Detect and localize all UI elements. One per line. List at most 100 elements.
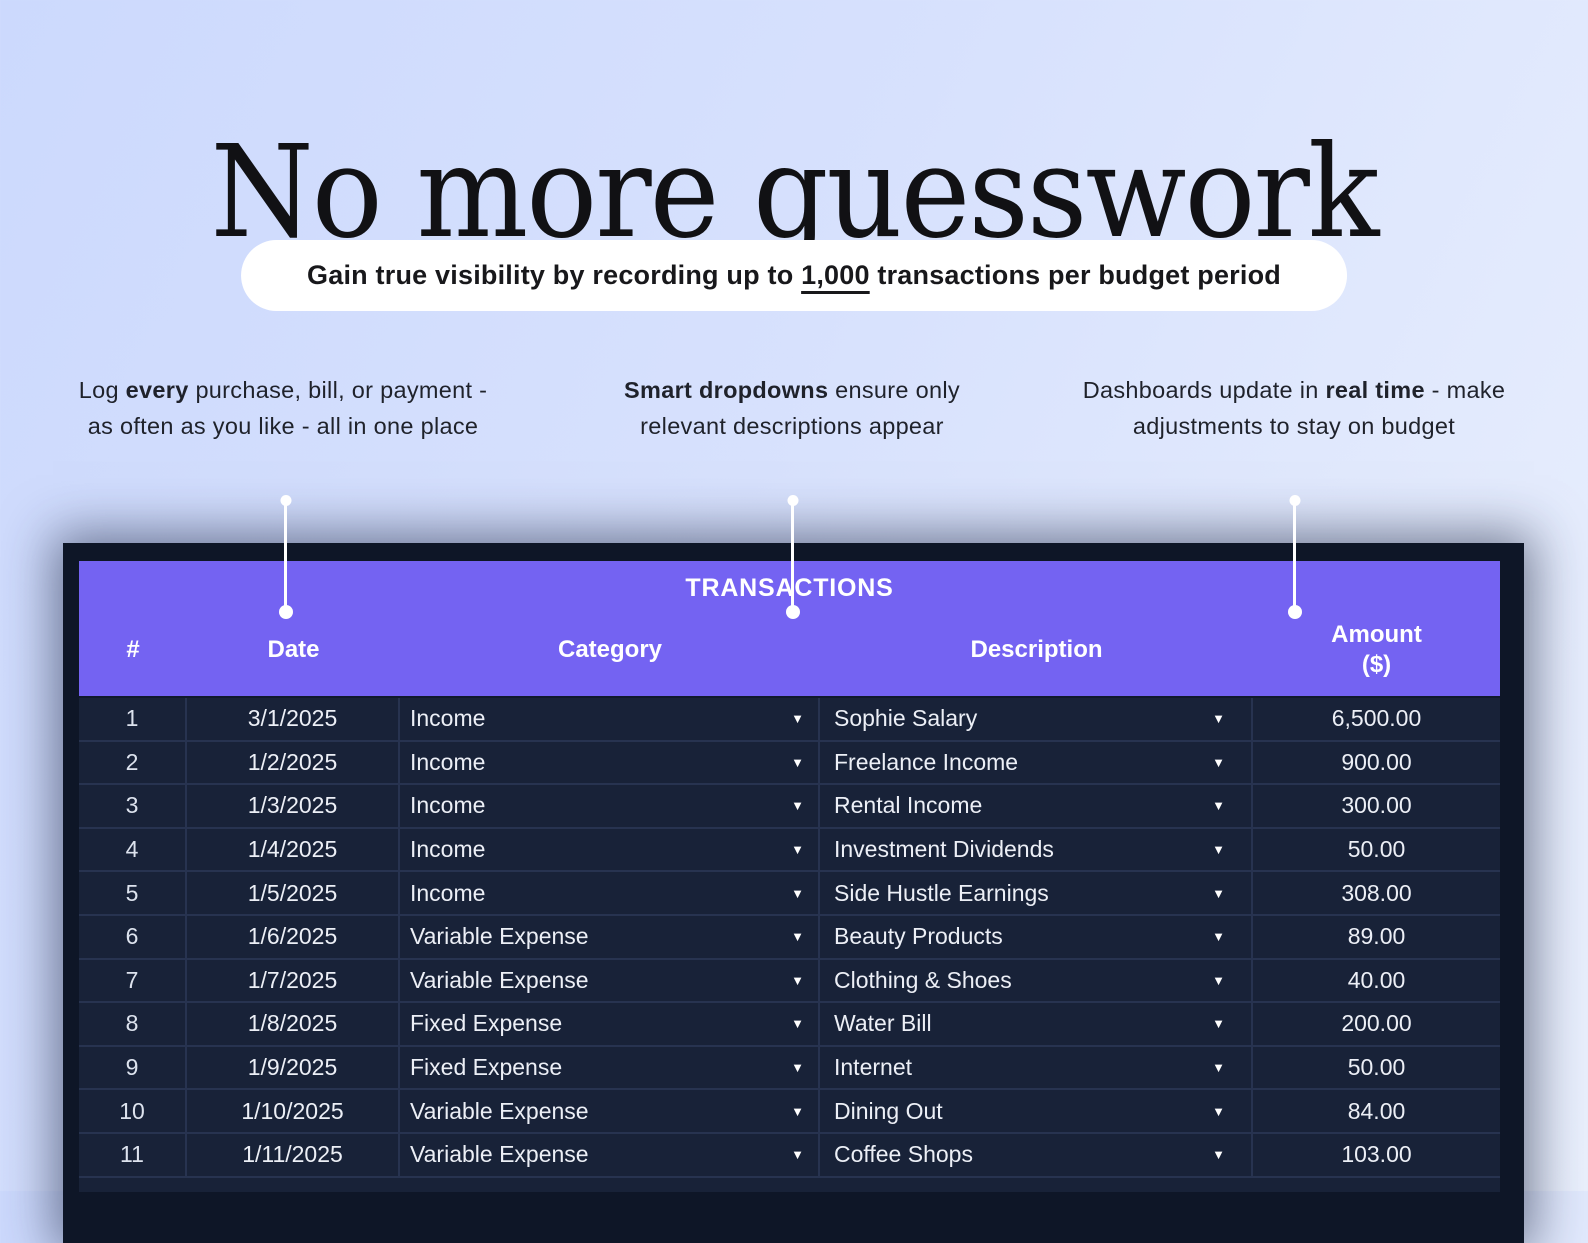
dropdown-arrow-icon[interactable]: ▼ (791, 798, 804, 814)
dropdown-arrow-icon[interactable]: ▼ (1212, 972, 1225, 988)
category-value: Income (410, 748, 486, 775)
table-row: 1 3/1/2025 Income ▼ Sophie Salary ▼ 6,500.00 (79, 696, 1500, 740)
dropdown-arrow-icon[interactable]: ▼ (1212, 1060, 1225, 1076)
column-header-description: Description (970, 635, 1103, 663)
category-dropdown[interactable]: Variable Expense ▼ (400, 1090, 820, 1132)
category-dropdown[interactable]: Fixed Expense ▼ (400, 1003, 820, 1045)
dropdown-arrow-icon[interactable]: ▼ (1212, 754, 1225, 770)
category-dropdown[interactable]: Variable Expense ▼ (400, 1133, 820, 1176)
dropdown-arrow-icon[interactable]: ▼ (791, 1060, 804, 1076)
dropdown-arrow-icon[interactable]: ▼ (791, 1147, 804, 1163)
amount-cell[interactable]: 89.00 (1347, 923, 1406, 950)
dropdown-arrow-icon[interactable]: ▼ (1212, 885, 1225, 901)
category-dropdown[interactable]: Income ▼ (400, 828, 820, 871)
description-value: Clothing & Shoes (834, 966, 1012, 993)
dropdown-arrow-icon[interactable]: ▼ (1212, 1016, 1225, 1032)
date-cell[interactable]: 1/11/2025 (187, 1133, 400, 1176)
date-cell[interactable]: 1/9/2025 (187, 1046, 400, 1089)
dropdown-arrow-icon[interactable]: ▼ (791, 711, 804, 727)
dropdown-arrow-icon[interactable]: ▼ (791, 885, 804, 901)
description-value: Internet (834, 1054, 912, 1081)
dropdown-arrow-icon[interactable]: ▼ (1212, 1103, 1225, 1119)
transactions-table: TRANSACTIONS # Date Category Description… (63, 543, 1524, 1243)
amount-cell[interactable]: 308.00 (1341, 879, 1412, 906)
date-cell[interactable]: 1/8/2025 (187, 1003, 400, 1045)
category-value: Variable Expense (410, 966, 589, 993)
category-dropdown[interactable]: Income ▼ (400, 785, 820, 827)
description-value: Sophie Salary (834, 705, 978, 732)
description-dropdown[interactable]: Rental Income ▼ (820, 785, 1253, 827)
category-value: Variable Expense (410, 1097, 589, 1124)
description-value: Dining Out (834, 1097, 943, 1124)
description-dropdown[interactable]: Freelance Income ▼ (820, 741, 1253, 784)
description-dropdown[interactable]: Investment Dividends ▼ (820, 828, 1253, 871)
amount-cell[interactable]: 300.00 (1341, 792, 1412, 819)
description-dropdown[interactable]: Sophie Salary ▼ (820, 698, 1253, 740)
column-header-amount-unit: ($) (1361, 650, 1392, 678)
row-number: 8 (79, 1003, 187, 1045)
category-value: Variable Expense (410, 923, 589, 950)
date-cell[interactable]: 1/5/2025 (187, 872, 400, 914)
table-title: TRANSACTIONS (685, 574, 894, 602)
dropdown-arrow-icon[interactable]: ▼ (1212, 929, 1225, 945)
row-number: 10 (79, 1090, 187, 1132)
column-header-category: Category (557, 635, 663, 663)
amount-cell[interactable]: 6,500.00 (1331, 705, 1422, 732)
table-row: 7 1/7/2025 Variable Expense ▼ Clothing & Sho… (79, 957, 1500, 1002)
dropdown-arrow-icon[interactable]: ▼ (791, 1016, 804, 1032)
amount-cell[interactable]: 200.00 (1341, 1010, 1412, 1037)
category-value: Income (410, 879, 486, 906)
category-dropdown[interactable]: Income ▼ (400, 741, 820, 784)
description-dropdown[interactable]: Water Bill ▼ (820, 1003, 1253, 1045)
dropdown-arrow-icon[interactable]: ▼ (791, 1103, 804, 1119)
description-value: Rental Income (834, 792, 983, 819)
dropdown-arrow-icon[interactable]: ▼ (791, 929, 804, 945)
category-dropdown[interactable]: Income ▼ (400, 872, 820, 914)
date-cell[interactable]: 1/10/2025 (187, 1090, 400, 1132)
description-dropdown[interactable]: Coffee Shops ▼ (820, 1133, 1253, 1176)
row-number: 9 (79, 1046, 187, 1089)
description-value: Water Bill (834, 1010, 932, 1037)
date-cell[interactable]: 1/6/2025 (187, 915, 400, 958)
amount-cell[interactable]: 103.00 (1341, 1141, 1412, 1168)
connector-line-middle (791, 500, 794, 612)
table-header: TRANSACTIONS # Date Category Description… (79, 561, 1500, 696)
category-value: Income (410, 705, 486, 732)
amount-cell[interactable]: 40.00 (1347, 966, 1406, 993)
column-header-amount: Amount ($) (1253, 620, 1500, 680)
date-cell[interactable]: 3/1/2025 (187, 698, 400, 740)
column-header-date: Date (267, 635, 320, 663)
description-dropdown[interactable]: Dining Out ▼ (820, 1090, 1253, 1132)
description-value: Investment Dividends (834, 836, 1054, 863)
date-cell[interactable]: 1/7/2025 (187, 959, 400, 1002)
column-header-row: # Date Category Description Amount ($) (79, 603, 1500, 696)
table-row: 8 1/8/2025 Fixed Expense ▼ Water Bill ▼ 200.00 (79, 1001, 1500, 1045)
dropdown-arrow-icon[interactable]: ▼ (791, 972, 804, 988)
amount-cell[interactable]: 900.00 (1341, 748, 1412, 775)
category-dropdown[interactable]: Variable Expense ▼ (400, 915, 820, 958)
dropdown-arrow-icon[interactable]: ▼ (791, 754, 804, 770)
row-number: 5 (79, 872, 187, 914)
date-cell[interactable]: 1/4/2025 (187, 828, 400, 871)
amount-cell[interactable]: 84.00 (1347, 1097, 1406, 1124)
category-dropdown[interactable]: Variable Expense ▼ (400, 959, 820, 1002)
table-row: 5 1/5/2025 Income ▼ Side Hustle Earnings ▼ 308… (79, 870, 1500, 914)
amount-cell[interactable]: 50.00 (1347, 836, 1406, 863)
description-dropdown[interactable]: Clothing & Shoes ▼ (820, 959, 1253, 1002)
dropdown-arrow-icon[interactable]: ▼ (1212, 798, 1225, 814)
category-dropdown[interactable]: Fixed Expense ▼ (400, 1046, 820, 1089)
column-header-amount-label: Amount (1331, 620, 1422, 648)
date-cell[interactable]: 1/2/2025 (187, 741, 400, 784)
dropdown-arrow-icon[interactable]: ▼ (791, 842, 804, 858)
dropdown-arrow-icon[interactable]: ▼ (1212, 1147, 1225, 1163)
date-cell[interactable]: 1/3/2025 (187, 785, 400, 827)
description-dropdown[interactable]: Side Hustle Earnings ▼ (820, 872, 1253, 914)
table-row: 9 1/9/2025 Fixed Expense ▼ Internet ▼ 50.00 (79, 1044, 1500, 1089)
description-dropdown[interactable]: Beauty Products ▼ (820, 915, 1253, 958)
category-value: Variable Expense (410, 1141, 589, 1168)
category-dropdown[interactable]: Income ▼ (400, 698, 820, 740)
description-dropdown[interactable]: Internet ▼ (820, 1046, 1253, 1089)
dropdown-arrow-icon[interactable]: ▼ (1212, 711, 1225, 727)
amount-cell[interactable]: 50.00 (1347, 1054, 1406, 1081)
dropdown-arrow-icon[interactable]: ▼ (1212, 842, 1225, 858)
